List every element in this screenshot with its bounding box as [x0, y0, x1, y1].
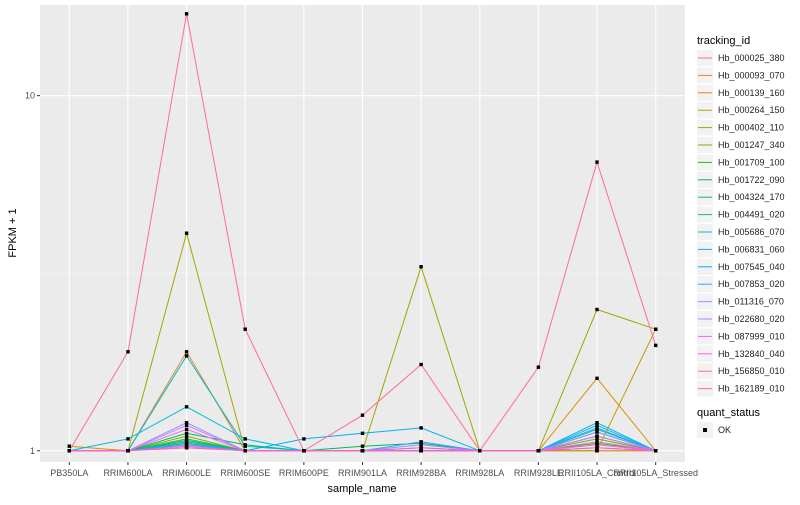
data-point — [536, 449, 541, 453]
data-point — [243, 437, 247, 441]
legend2-key-point — [703, 428, 707, 432]
x-tick-label: RRIM928BA — [396, 468, 446, 478]
data-point — [478, 449, 482, 453]
data-point — [419, 446, 423, 450]
legend-label: Hb_132840_040 — [718, 349, 785, 359]
data-point — [419, 443, 423, 447]
legend-quant-status: quant_status OK — [697, 407, 760, 438]
data-point — [184, 427, 189, 431]
data-point — [184, 431, 189, 435]
legend-label: Hb_087999_010 — [718, 331, 785, 341]
x-axis: PB350LA RRIM600LA RRIM600LE RRIM600SE RRIM60… — [50, 462, 698, 478]
data-point — [595, 421, 599, 425]
x-tick-label: RRIM928LE — [514, 468, 563, 478]
x-tick-label: RRII105LA_Stressed — [613, 468, 698, 478]
y-axis-title: FPKM + 1 — [7, 208, 19, 257]
legend-label: Hb_007545_040 — [718, 262, 785, 272]
legend-label: Hb_004324_170 — [718, 192, 785, 202]
data-point — [595, 446, 599, 450]
legend-label: Hb_156850_010 — [718, 366, 785, 376]
data-point — [184, 350, 189, 354]
data-point — [360, 449, 365, 453]
data-point — [595, 449, 599, 453]
data-point — [595, 307, 599, 312]
legend-tracking-id: tracking_id Hb_000025_380 Hb_000093_070 Hb… — [697, 35, 785, 397]
legend-label: Hb_000402_110 — [718, 123, 784, 133]
legend-label: Hb_001247_340 — [718, 140, 785, 150]
x-tick-label: RRIM600SE — [220, 468, 270, 478]
y-axis: 1 10 — [25, 91, 40, 456]
x-tick-label: RRIM928LA — [455, 468, 504, 478]
data-point — [67, 444, 71, 448]
data-point — [67, 449, 71, 453]
data-point — [184, 421, 189, 425]
legend-label: Hb_000093_070 — [718, 70, 785, 80]
x-tick-label: PB350LA — [50, 468, 88, 478]
legend2-title: quant_status — [697, 407, 760, 419]
legend2-label: OK — [718, 425, 731, 435]
legend-label: Hb_011316_070 — [718, 297, 784, 307]
x-tick-label: RRIM901LA — [338, 468, 387, 478]
series-points — [67, 12, 658, 453]
data-point — [595, 426, 599, 430]
data-point — [419, 426, 423, 430]
legend-label: Hb_022680_020 — [718, 314, 785, 324]
data-point — [654, 343, 658, 348]
data-point — [184, 354, 189, 358]
data-point — [419, 362, 423, 367]
data-point — [360, 431, 365, 435]
data-point — [302, 449, 306, 453]
data-point — [595, 437, 599, 441]
x-tick-label: RRIM600PE — [279, 468, 329, 478]
data-point — [419, 440, 423, 444]
data-point — [595, 160, 599, 164]
data-point — [595, 440, 599, 444]
data-point — [126, 449, 130, 453]
data-point — [184, 231, 189, 235]
legend-label: Hb_000264_150 — [718, 105, 785, 115]
data-point — [302, 437, 306, 441]
data-point — [126, 437, 130, 441]
data-point — [419, 449, 423, 453]
data-point — [595, 376, 599, 380]
data-point — [360, 413, 365, 417]
data-point — [184, 423, 189, 427]
legend-label: Hb_162189_010 — [718, 384, 785, 394]
y-tick-label: 1 — [30, 446, 35, 456]
data-point — [184, 12, 189, 16]
data-point — [243, 444, 247, 448]
data-point — [184, 405, 189, 409]
data-point — [654, 449, 658, 453]
x-tick-label: RRIM600LE — [162, 468, 211, 478]
data-point — [184, 437, 189, 441]
data-point — [184, 446, 189, 450]
x-tick-label: RRII105LA_Control — [558, 468, 636, 478]
legend-label: Hb_007853_020 — [718, 279, 785, 289]
data-point — [360, 444, 365, 448]
x-tick-label: RRIM600LA — [103, 468, 152, 478]
data-point — [243, 449, 247, 453]
data-point — [654, 327, 658, 331]
data-point — [243, 327, 247, 331]
legend-label: Hb_001709_100 — [718, 157, 785, 167]
legend-label: Hb_005686_070 — [718, 227, 785, 237]
legend-label: Hb_006831_060 — [718, 244, 785, 254]
legend-label: Hb_001722_090 — [718, 175, 785, 185]
y-tick-label: 10 — [25, 91, 35, 101]
data-point — [126, 350, 130, 354]
data-point — [595, 423, 599, 427]
data-point — [536, 365, 541, 369]
legend-title: tracking_id — [697, 35, 750, 47]
data-point — [184, 434, 189, 438]
data-point — [419, 265, 423, 269]
x-axis-title: sample_name — [327, 483, 396, 495]
legend-label: Hb_000025_380 — [718, 53, 785, 63]
data-point — [595, 443, 599, 447]
data-point — [595, 430, 599, 434]
data-point — [595, 434, 599, 438]
legend-label: Hb_000139_160 — [718, 88, 785, 98]
legend-label: Hb_004491_020 — [718, 210, 785, 220]
